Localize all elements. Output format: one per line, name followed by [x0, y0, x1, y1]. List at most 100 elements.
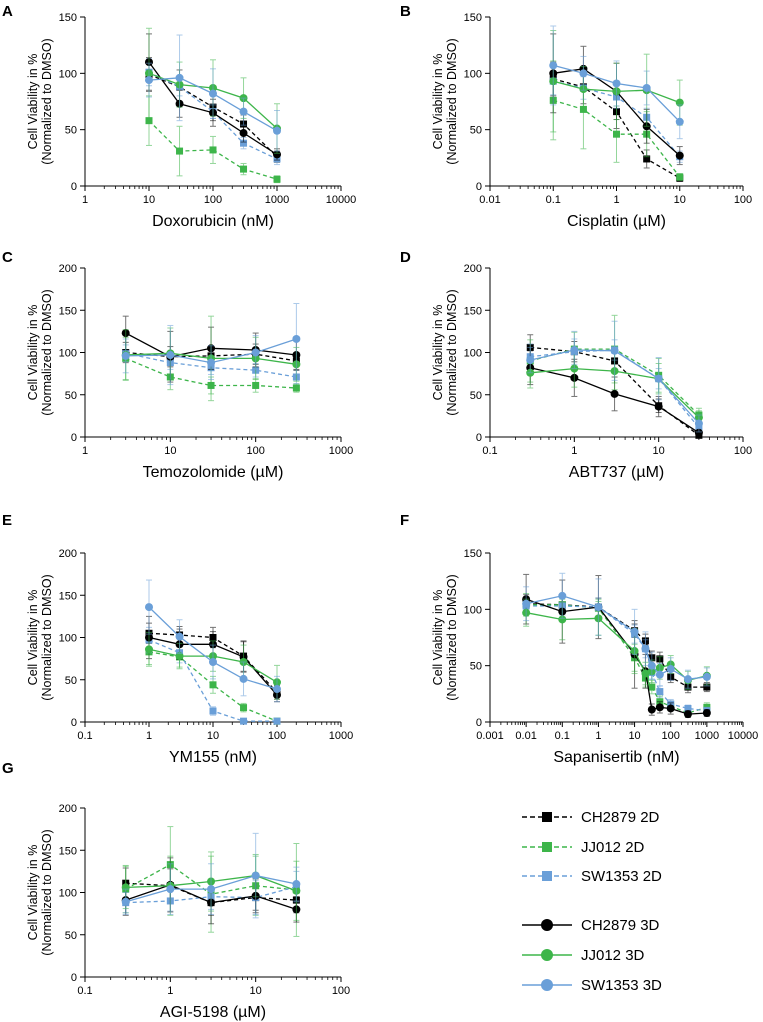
series-line	[125, 357, 297, 389]
data-point	[694, 419, 703, 428]
panel-letter: F	[400, 512, 409, 529]
data-point	[641, 669, 650, 678]
data-point	[207, 358, 216, 367]
data-point	[209, 89, 217, 98]
data-point	[121, 351, 130, 360]
data-point	[239, 107, 248, 116]
data-point	[273, 175, 281, 183]
series-ch2879-2d	[522, 594, 711, 694]
x-axis-label: Doxorubicin (nM)	[152, 213, 274, 230]
y-tick-label: 150	[464, 305, 482, 317]
data-point	[273, 717, 281, 725]
series-sw1353-3d	[145, 34, 281, 152]
x-tick-label: 100	[734, 194, 752, 206]
legend-item: SW1353 3D	[522, 977, 662, 994]
y-axis-label: (Normalized to DMSO)	[40, 289, 54, 415]
data-point	[610, 346, 619, 355]
series-line	[125, 882, 297, 904]
series-sw1353-3d	[526, 320, 703, 433]
x-tick-label: 1	[595, 730, 601, 742]
y-tick-label: 100	[59, 348, 77, 360]
y-tick-label: 150	[59, 305, 77, 317]
x-tick-label: 1000	[695, 730, 719, 742]
data-point	[666, 704, 675, 713]
data-point	[675, 117, 684, 126]
data-point	[579, 69, 588, 78]
data-point	[684, 704, 692, 712]
chart-panel-a: A 0 50 100 150 1 10 100 1000 10000 Cell Viability …	[2, 3, 356, 230]
y-tick-label: 100	[464, 68, 482, 80]
data-point	[166, 351, 175, 360]
y-axis-label: Cell Viability in %	[431, 54, 445, 150]
x-tick-label: 0.1	[555, 730, 570, 742]
data-point	[273, 150, 281, 159]
series-sw1353-3d	[121, 302, 301, 386]
x-tick-label: 1	[82, 194, 88, 206]
data-point	[251, 348, 260, 357]
x-axis-label: YM155 (nM)	[169, 749, 257, 766]
y-tick-label: 0	[71, 181, 77, 193]
series-jj012-2d	[522, 593, 711, 717]
x-tick-label: 10000	[728, 730, 759, 742]
y-tick-label: 0	[71, 432, 77, 444]
error-bars	[523, 573, 710, 718]
data-point	[273, 685, 281, 694]
data-point	[594, 603, 603, 612]
data-point	[683, 675, 692, 684]
x-tick-label: 1	[571, 445, 577, 457]
series-line	[526, 605, 707, 712]
y-axis-label: (Normalized to DMSO)	[40, 829, 54, 955]
series-line	[148, 71, 278, 160]
data-point	[239, 129, 248, 138]
y-tick-label: 50	[65, 125, 77, 137]
data-point	[526, 356, 535, 365]
data-point	[209, 707, 217, 715]
series-sw1353-3d	[121, 832, 301, 919]
y-axis-label: Cell Viability in %	[26, 305, 40, 401]
error-bars	[523, 593, 710, 717]
y-tick-label: 100	[464, 348, 482, 360]
series-line	[525, 598, 707, 715]
data-point	[702, 708, 711, 717]
x-tick-label: 0.001	[476, 730, 504, 742]
y-axis-label: (Normalized to DMSO)	[445, 574, 459, 700]
data-point	[251, 871, 260, 880]
legend-label: CH2879 2D	[581, 809, 660, 826]
data-point	[240, 704, 248, 712]
error-bars	[523, 596, 710, 715]
data-point	[273, 126, 281, 135]
legend-item: CH2879 2D	[522, 809, 660, 826]
x-tick-label: 0.1	[77, 730, 92, 742]
x-tick-label: 10	[164, 445, 176, 457]
y-tick-label: 150	[59, 12, 77, 24]
legend-marker	[541, 919, 553, 931]
data-point	[655, 703, 664, 712]
data-point	[240, 165, 248, 173]
x-axis-label: ABT737 (µM)	[569, 464, 664, 481]
x-tick-label: 10	[250, 985, 262, 997]
data-point	[166, 885, 175, 894]
legend-item: SW1353 2D	[522, 868, 662, 885]
y-axis-label: (Normalized to DMSO)	[445, 289, 459, 415]
data-point	[175, 73, 184, 82]
x-tick-label: 10	[207, 730, 219, 742]
y-tick-label: 0	[71, 972, 77, 984]
x-tick-label: 100	[734, 445, 752, 457]
data-point	[613, 130, 620, 138]
series-line	[526, 604, 708, 714]
y-tick-label: 0	[71, 717, 77, 729]
data-point	[643, 155, 651, 163]
chart-panel-g: G 0 50 100 150 200 0.1 1 10 100 Cell Viability in …	[2, 760, 350, 1021]
x-tick-label: 100	[204, 194, 222, 206]
y-tick-label: 50	[65, 675, 77, 687]
data-point	[292, 334, 301, 343]
chart-panel-c: C 0 50 100 150 200 1 10 100 1000 Cell Viability in…	[2, 249, 353, 481]
data-point	[675, 151, 684, 160]
y-axis-label: Cell Viability in %	[26, 54, 40, 150]
data-point	[654, 402, 663, 411]
y-axis-label: (Normalized to DMSO)	[40, 38, 54, 164]
x-tick-label: 1	[167, 985, 173, 997]
y-tick-label: 100	[59, 68, 77, 80]
